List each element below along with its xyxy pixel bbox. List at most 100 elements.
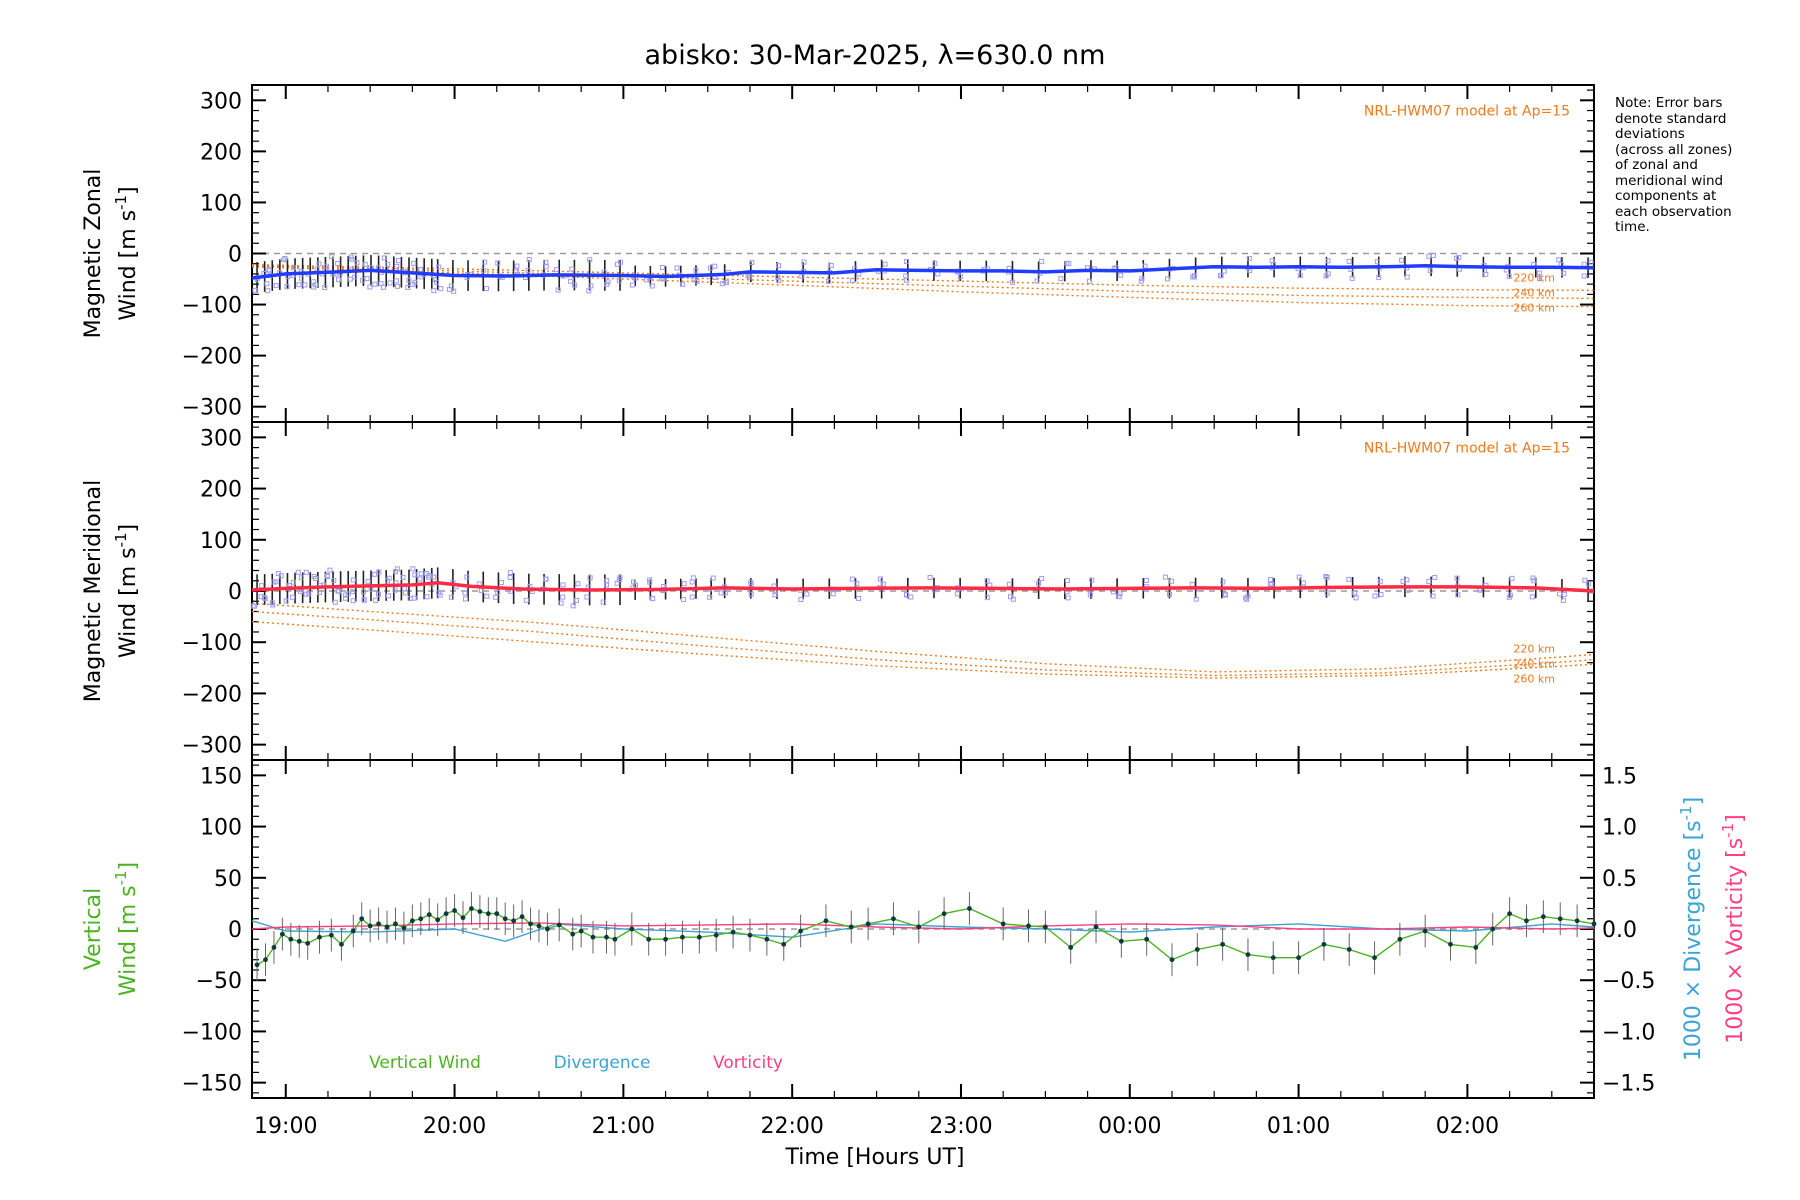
zone-marker xyxy=(1557,591,1563,597)
zone-marker xyxy=(316,590,322,596)
zone-marker xyxy=(689,594,695,600)
y-axis-label-unit: Wind [m s xyxy=(116,547,141,658)
note-line: deviations xyxy=(1615,126,1685,142)
zone-marker xyxy=(647,579,653,585)
vertical-wind-point xyxy=(1068,945,1074,950)
vertical-wind-point xyxy=(1118,938,1124,944)
zone-marker xyxy=(431,574,437,580)
vertical-wind-point xyxy=(1540,914,1546,920)
zone-marker xyxy=(1378,591,1384,597)
vertical-wind-point xyxy=(254,962,260,968)
zone-marker xyxy=(448,283,454,289)
zone-marker xyxy=(718,590,724,596)
zone-marker xyxy=(1009,279,1015,285)
zone-marker xyxy=(385,261,391,267)
zone-marker xyxy=(1556,257,1562,263)
zone-marker xyxy=(649,283,655,289)
x-tick-label: 22:00 xyxy=(760,1114,823,1139)
zone-marker xyxy=(903,592,909,598)
zone-marker xyxy=(1036,580,1042,586)
zone-marker xyxy=(463,596,469,602)
vertical-wind-point xyxy=(401,925,407,931)
zone-marker xyxy=(436,264,442,270)
zone-marker xyxy=(1455,592,1461,598)
vertical-wind-point xyxy=(460,915,466,921)
y-tick-label: −50 xyxy=(196,969,242,994)
vertical-wind-point xyxy=(367,923,373,929)
y-axis-label-unit: Wind [m s xyxy=(116,210,141,321)
zone-marker xyxy=(1352,590,1358,596)
note-line: of zonal and xyxy=(1615,157,1698,173)
model-label: NRL-HWM07 model at Ap=15 xyxy=(1364,441,1570,457)
zone-marker xyxy=(1139,276,1145,282)
zone-marker xyxy=(1432,574,1438,580)
zone-marker xyxy=(394,566,400,572)
zone-marker xyxy=(1039,258,1045,264)
zone-marker xyxy=(1531,578,1537,584)
zone-marker xyxy=(267,267,273,273)
zone-marker xyxy=(523,597,529,603)
zone-marker xyxy=(1193,596,1199,602)
zone-marker xyxy=(1346,576,1352,582)
zone-marker xyxy=(507,575,513,581)
zone-marker xyxy=(825,278,831,284)
zone-marker xyxy=(1006,581,1012,587)
zone-marker xyxy=(295,569,301,575)
y2-tick-label: 0.5 xyxy=(1602,867,1637,892)
vertical-wind-point xyxy=(967,906,972,911)
zone-marker xyxy=(405,284,411,290)
y2-tick-label: 1.5 xyxy=(1602,764,1637,789)
zone-marker xyxy=(354,260,360,266)
vertical-wind-point xyxy=(764,936,770,942)
vertical-wind-point xyxy=(328,932,334,938)
zone-marker xyxy=(265,288,271,294)
y-axis-label-line2: Wind [m s-1] xyxy=(112,862,141,996)
zone-marker xyxy=(1404,577,1410,583)
zone-marker xyxy=(498,579,504,585)
zone-marker xyxy=(417,576,423,582)
vertical-wind-point xyxy=(393,921,398,927)
zone-marker xyxy=(1267,577,1273,583)
zone-marker xyxy=(495,590,501,596)
zone-marker xyxy=(343,592,349,598)
zone-marker xyxy=(776,263,782,269)
zone-marker xyxy=(448,594,454,600)
y-tick-label: 300 xyxy=(200,89,242,114)
zone-marker xyxy=(480,267,486,273)
zone-marker xyxy=(694,278,700,284)
vertical-wind-point xyxy=(865,921,871,927)
zone-marker xyxy=(689,579,695,585)
zone-marker xyxy=(434,279,440,285)
zone-marker xyxy=(600,599,606,605)
vertical-wind-point xyxy=(536,923,542,929)
y-tick-label: −100 xyxy=(182,1020,242,1045)
x-tick-label: 02:00 xyxy=(1436,1114,1499,1139)
vertical-wind-point xyxy=(578,928,584,934)
zone-marker xyxy=(798,597,804,603)
zone-marker xyxy=(1143,577,1149,583)
zone-marker xyxy=(573,597,579,603)
y2-axis-label-vorticity-text: 1000 × Vorticity [s xyxy=(1723,838,1748,1044)
vertical-wind-point xyxy=(1093,924,1099,930)
zone-marker xyxy=(360,589,366,595)
vertical-wind-point xyxy=(798,928,804,934)
zone-marker xyxy=(324,573,330,579)
x-tick-label: 19:00 xyxy=(254,1114,317,1139)
zone-marker xyxy=(957,274,963,280)
zone-marker xyxy=(707,265,713,271)
y-axis-label-end: ] xyxy=(116,186,141,195)
vertical-wind-point xyxy=(1245,952,1251,958)
zone-marker xyxy=(775,274,781,280)
legend-entry-vorticity: Vorticity xyxy=(713,1053,783,1073)
zone-marker xyxy=(1430,593,1436,599)
vertical-wind-point xyxy=(604,934,609,940)
zone-marker xyxy=(412,572,418,578)
zone-marker xyxy=(1588,259,1594,265)
zone-marker xyxy=(387,280,393,286)
x-tick-label: 20:00 xyxy=(423,1114,486,1139)
zone-marker xyxy=(514,263,520,269)
zone-marker xyxy=(393,278,399,284)
zone-marker xyxy=(284,284,290,290)
y-tick-label: 200 xyxy=(200,478,242,503)
y-tick-label: −300 xyxy=(182,396,242,421)
